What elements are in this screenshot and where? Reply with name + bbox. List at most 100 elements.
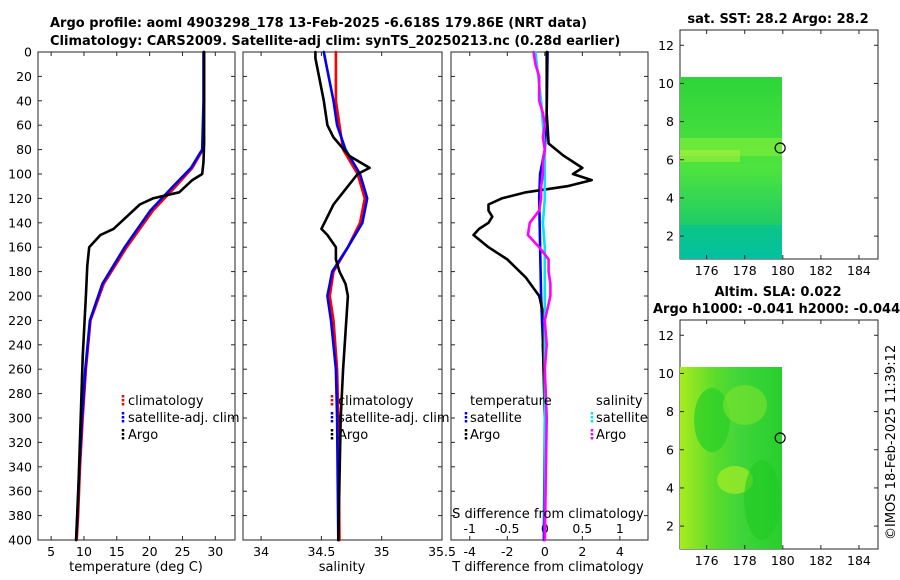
sst-map-title: sat. SST: 28.2 Argo: 28.2 — [687, 12, 868, 27]
map-y-tick-label: 12 — [658, 328, 674, 343]
legend-label-climatology: climatology — [338, 394, 414, 409]
x-tick-label: 25 — [175, 544, 191, 559]
x-tick-label: -4 — [464, 544, 477, 559]
map-x-tick-label: 176 — [695, 263, 719, 278]
map-y-tick-label: 10 — [658, 366, 674, 381]
y-tick-label: 20 — [16, 69, 32, 84]
sla-map-title-line1: Altim. SLA: 0.022 — [715, 285, 842, 300]
y-tick-label: 180 — [8, 264, 32, 279]
x-tick-label: 30 — [207, 544, 223, 559]
y-tick-label: 240 — [8, 337, 32, 352]
map-y-tick-label: 6 — [666, 152, 674, 167]
map-y-tick-label: 8 — [666, 404, 674, 419]
sla-map-title-line2: Argo h1000: -0.041 h2000: -0.044 — [653, 302, 900, 317]
map-y-tick-label: 2 — [666, 229, 674, 244]
y-tick-label: 0 — [24, 45, 32, 60]
legend-label-argo: Argo — [338, 428, 368, 443]
sst-field — [680, 77, 782, 259]
imos-timestamp: ©IMOS 18-Feb-2025 11:39:12 — [884, 345, 899, 540]
y-tick-label: 320 — [8, 435, 32, 450]
map-x-tick-label: 178 — [733, 263, 757, 278]
figure-title-line2: Climatology: CARS2009. Satellite-adj cli… — [50, 34, 620, 49]
difference-y-ticks — [451, 51, 648, 541]
sst-field-cool-band — [680, 225, 782, 259]
map-x-tick-label: 180 — [771, 553, 795, 568]
difference-lines — [472, 50, 594, 542]
map-y-tick-label: 6 — [666, 442, 674, 457]
y-tick-label: 360 — [8, 484, 32, 499]
y-tick-label: 60 — [16, 118, 32, 133]
legend-label-climatology: climatology — [128, 394, 204, 409]
x-tick-label: -2 — [501, 544, 513, 559]
x-tick-label: 10 — [76, 544, 92, 559]
difference-panel: -4 -2 0 2 4-1 -0.5 0 0.5 1 T difference from cli… — [450, 50, 649, 575]
salinity-axes-box — [242, 51, 443, 541]
series-line-temperature-argo — [472, 50, 594, 542]
legend-label-satellite: satellite-adj. clim — [128, 411, 240, 426]
y-tick-label: 280 — [8, 386, 32, 401]
y-tick-label: 200 — [8, 289, 32, 304]
x-tick-label: 2 — [578, 544, 586, 559]
series-line-salinity-argo — [526, 50, 552, 542]
sst-map-ticks: 176 178 180 182 184 2 4 6 8 10 12 — [658, 30, 878, 278]
y-tick-label: 380 — [8, 508, 32, 523]
map-x-tick-label: 176 — [695, 553, 719, 568]
series-line-argo — [314, 50, 371, 542]
temperature-lines — [74, 50, 206, 542]
series-line-argo — [74, 50, 206, 542]
y-tick-label: 400 — [8, 533, 32, 548]
difference-legend: temperature salinity satellite Argo sate… — [464, 394, 648, 443]
temperature-legend: climatology satellite-adj. clim Argo — [121, 394, 240, 443]
salinity-x-label: salinity — [319, 560, 366, 575]
y-tick-label: 160 — [8, 240, 32, 255]
map-y-tick-label: 2 — [666, 519, 674, 534]
top-tick-label: -1 — [464, 521, 476, 536]
sla-field-low-2 — [744, 460, 780, 540]
salinity-y-ticks — [243, 51, 442, 541]
salinity-panel: 34 34.5 35 35.5 salinity climatology satell… — [242, 50, 456, 575]
series-line-satellite-adj-clim — [322, 50, 369, 542]
salinity-x-ticks: 34 34.5 35 35.5 — [253, 52, 456, 559]
y-tick-label: 260 — [8, 362, 32, 377]
y-tick-label: 340 — [8, 459, 32, 474]
sla-field-low-1 — [694, 388, 730, 452]
difference-x-label: T difference from climatology — [451, 560, 644, 575]
y-tick-label: 140 — [8, 215, 32, 230]
map-x-tick-label: 182 — [809, 553, 833, 568]
salinity-lines — [314, 50, 371, 542]
x-tick-label: 15 — [109, 544, 125, 559]
map-x-tick-label: 182 — [809, 263, 833, 278]
legend-label-temp-satellite: satellite — [470, 411, 522, 426]
x-tick-label: 4 — [616, 544, 624, 559]
sla-map-ticks: 176 178 180 182 184 2 4 6 8 10 12 — [658, 320, 878, 568]
legend-label-temp-argo: Argo — [470, 428, 500, 443]
top-tick-label: 1 — [616, 521, 624, 536]
map-y-tick-label: 10 — [658, 76, 674, 91]
temperature-x-ticks: 5 10 15 20 25 30 — [47, 52, 223, 559]
y-tick-label: 80 — [16, 142, 32, 157]
map-x-tick-label: 178 — [733, 553, 757, 568]
figure-title-line1: Argo profile: aoml 4903298_178 13-Feb-20… — [50, 16, 587, 31]
legend-label-sal-argo: Argo — [596, 428, 626, 443]
map-x-tick-label: 180 — [771, 263, 795, 278]
map-x-tick-label: 184 — [847, 263, 871, 278]
temperature-panel: 0 20 40 60 80 100 120 140 160 180 200 220 240 260 280 3… — [8, 45, 239, 576]
x-tick-label: 35 — [374, 544, 390, 559]
sst-map-panel: 176 178 180 182 184 2 4 6 8 10 12 — [658, 29, 879, 278]
temperature-axes-box — [37, 51, 236, 541]
sla-map-panel: 176 178 180 182 184 2 4 6 8 10 12 — [658, 319, 879, 568]
salinity-legend: climatology satellite-adj. clim Argo — [330, 394, 450, 443]
y-tick-label: 220 — [8, 313, 32, 328]
legend-heading-temperature: temperature — [470, 394, 552, 409]
temperature-y-ticks: 0 20 40 60 80 100 120 140 160 180 200 220 240 260 280 3… — [8, 45, 235, 548]
y-tick-label: 120 — [8, 191, 32, 206]
x-tick-label: 34 — [253, 544, 269, 559]
difference-top-label: S difference from climatology — [452, 507, 644, 522]
sla-field-high-2 — [717, 466, 753, 494]
sla-field — [680, 367, 782, 549]
legend-heading-salinity: salinity — [596, 394, 643, 409]
sla-field-high-1 — [723, 385, 767, 425]
map-y-tick-label: 8 — [666, 114, 674, 129]
map-y-tick-label: 12 — [658, 38, 674, 53]
